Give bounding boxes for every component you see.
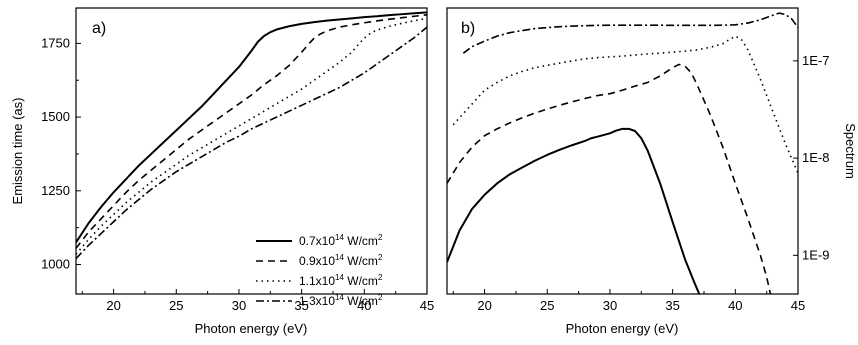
- panel-a-x-tick-label: 25: [169, 298, 183, 313]
- panel-a-x-tick-label: 45: [420, 298, 434, 313]
- panel-a-y-tick-label: 1250: [41, 183, 70, 198]
- panel-a-series-line-solid: [76, 11, 427, 243]
- panel-a-label: a): [92, 20, 106, 37]
- panel-a: a) 20 25 30 35 40 45 1000 1250 1500 1750 Photon …: [10, 7, 434, 336]
- legend-label: 0.9x1014 W/cm2: [299, 253, 383, 268]
- panel-b-frame: [446, 7, 799, 295]
- panel-b-series-line-dotted: [452, 35, 798, 174]
- panel-b-x-tick-label: 25: [540, 298, 554, 313]
- legend-item: 0.7x1014 W/cm2: [256, 233, 383, 248]
- panel-b-x-tick-label: 40: [728, 298, 742, 313]
- panel-a-y-axis-title: Emission time (as): [10, 98, 25, 205]
- panel-a-x-tick-label: 30: [232, 298, 246, 313]
- panel-a-x-tick-label: 40: [357, 298, 371, 313]
- panel-a-y-tick-label: 1750: [41, 35, 70, 50]
- panel-b-y-tick-label: 1E-9: [802, 247, 829, 262]
- legend-label: 1.1x1014 W/cm2: [299, 273, 383, 288]
- panel-a-series: [76, 11, 427, 260]
- panel-b-series-line-dashed: [447, 63, 772, 294]
- panel-a-x-axis-title: Photon energy (eV): [195, 321, 308, 336]
- panel-a-y-ticks: 1000 1250 1500 1750: [41, 35, 81, 272]
- legend-item: 1.3x1014 W/cm2: [256, 293, 383, 308]
- panel-a-series-line-dashed: [76, 13, 427, 249]
- panel-b-x-tick-label: 20: [477, 298, 491, 313]
- panel-b-y-tick-label: 1E-8: [802, 150, 829, 165]
- panel-a-series-line-dashdot: [76, 26, 427, 260]
- panel-a-x-tick-label: 35: [294, 298, 308, 313]
- panel-a-y-tick-label: 1000: [41, 257, 70, 272]
- panel-b-series-line-dashdot: [462, 12, 798, 54]
- panel-b-series: [447, 12, 798, 294]
- panel-a-frame: [75, 7, 428, 295]
- panel-a-x-ticks: 20 25 30 35 40 45: [81, 289, 434, 313]
- panel-a-x-tick-label: 20: [106, 298, 120, 313]
- legend: 0.7x1014 W/cm2 0.9x1014 W/cm2 1.1x1014 W…: [256, 233, 383, 308]
- panel-b-y-axis-title: Spectrum: [843, 123, 858, 179]
- legend-item: 1.1x1014 W/cm2: [256, 273, 383, 288]
- panel-a-y-tick-label: 1500: [41, 109, 70, 124]
- panel-b: b) 20 25 30 35 40 45 1E-9 1E-8 1E-7 Photon ener…: [446, 7, 858, 336]
- legend-label: 0.7x1014 W/cm2: [299, 233, 383, 248]
- panel-b-x-ticks: 20 25 30 35 40 45: [452, 289, 805, 313]
- panel-b-y-ticks: 1E-9 1E-8 1E-7: [793, 53, 829, 262]
- panel-b-x-tick-label: 35: [665, 298, 679, 313]
- panel-b-x-axis-title: Photon energy (eV): [566, 321, 679, 336]
- legend-item: 0.9x1014 W/cm2: [256, 253, 383, 268]
- panel-a-series-line-dotted: [76, 17, 427, 255]
- panel-b-x-tick-label: 30: [603, 298, 617, 313]
- panel-b-label: b): [461, 20, 475, 37]
- panel-b-y-tick-label: 1E-7: [802, 53, 829, 68]
- legend-label: 1.3x1014 W/cm2: [299, 293, 383, 308]
- panel-b-x-tick-label: 45: [791, 298, 805, 313]
- panel-b-series-line-solid: [447, 127, 701, 294]
